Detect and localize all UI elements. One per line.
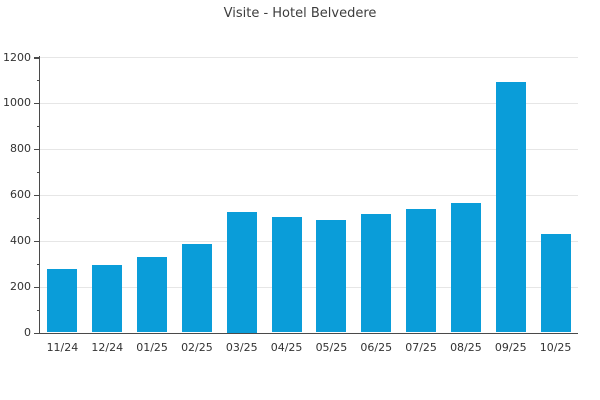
y-minor-tick (36, 171, 40, 174)
x-tick-label: 01/25 (136, 340, 168, 354)
y-tick (34, 148, 40, 151)
x-tick-label: 11/24 (46, 340, 79, 354)
x-tick-label: 04/25 (270, 340, 303, 354)
bar-04-25 (271, 216, 302, 333)
y-tick (34, 194, 40, 197)
bar-03-25 (226, 211, 257, 333)
y-gridline (40, 194, 578, 196)
chart-title: Visite - Hotel Belvedere (223, 6, 377, 21)
y-minor-tick (36, 309, 40, 312)
y-gridline (40, 148, 578, 150)
x-tick-label: 03/25 (225, 340, 258, 354)
x-tick-label: 07/25 (405, 340, 437, 354)
y-tick (34, 102, 40, 105)
x-tick-label: 05/25 (315, 340, 348, 354)
bar-02-25 (181, 244, 212, 333)
bar-12-24 (92, 264, 123, 333)
y-tick (34, 286, 40, 289)
bar-10-25 (540, 233, 571, 333)
x-tick-label: 02/25 (181, 340, 213, 354)
x-tick-label: 12/24 (91, 340, 124, 354)
y-tick-label: 200 (10, 280, 31, 294)
x-axis-line (38, 332, 578, 334)
y-gridline (40, 57, 578, 58)
bar-01-25 (137, 256, 168, 333)
y-tick (34, 57, 40, 59)
x-tick-label: 06/25 (360, 340, 393, 354)
y-minor-tick (36, 263, 40, 266)
y-tick-label: 1000 (3, 96, 31, 110)
y-tick-label: 0 (24, 326, 31, 339)
x-tick-label: 10/25 (539, 340, 572, 354)
y-tick-label: 1200 (3, 50, 31, 64)
bar-11-24 (47, 269, 78, 333)
bar-09-25 (495, 82, 526, 333)
y-tick (34, 332, 40, 334)
x-tick-label: 09/25 (494, 340, 527, 354)
y-minor-tick (36, 217, 40, 220)
bar-07-25 (406, 208, 437, 333)
y-tick (34, 240, 40, 243)
y-minor-tick (36, 79, 40, 82)
x-tick-label: 08/25 (450, 340, 482, 354)
y-gridline (40, 102, 578, 104)
y-tick-label: 400 (10, 234, 31, 248)
y-gridline (40, 240, 578, 242)
y-gridline (40, 286, 578, 288)
bar-08-25 (450, 202, 481, 333)
y-tick-label: 600 (10, 188, 31, 202)
y-tick-label: 800 (10, 142, 31, 156)
y-axis-line (38, 56, 40, 334)
bar-05-25 (316, 220, 347, 333)
y-minor-tick (36, 125, 40, 128)
bar-06-25 (361, 214, 392, 333)
